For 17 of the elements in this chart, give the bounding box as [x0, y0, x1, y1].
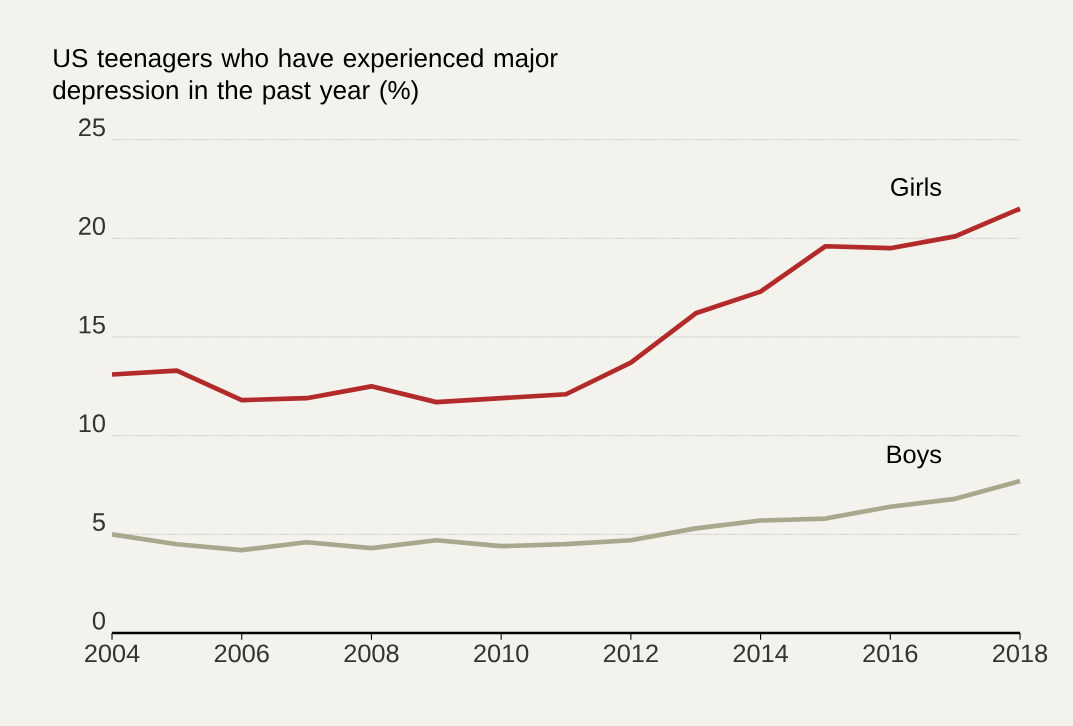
x-tick-label: 2016: [863, 644, 918, 663]
y-tick-label: 5: [92, 513, 105, 531]
x-tick-label: 2006: [214, 644, 269, 663]
chart-title: US teenagers who have experienced major depression in the past year (%): [53, 48, 558, 105]
series-label: Girls: [891, 177, 942, 197]
x-tick-label: 2014: [733, 644, 788, 663]
x-tick-label: 2018: [993, 644, 1048, 663]
x-tick-label: 2012: [603, 644, 658, 663]
x-tick-label: 2008: [344, 644, 399, 663]
y-tick-label: 0: [92, 611, 105, 630]
y-tick-label: 20: [79, 217, 105, 235]
y-tick-label: 15: [79, 315, 105, 334]
y-tick-label: 10: [79, 414, 105, 433]
x-tick-label: 2004: [85, 644, 140, 663]
series-label: Boys: [887, 445, 942, 469]
y-tick-label: 25: [79, 118, 105, 137]
x-tick-label: 2010: [474, 644, 529, 663]
